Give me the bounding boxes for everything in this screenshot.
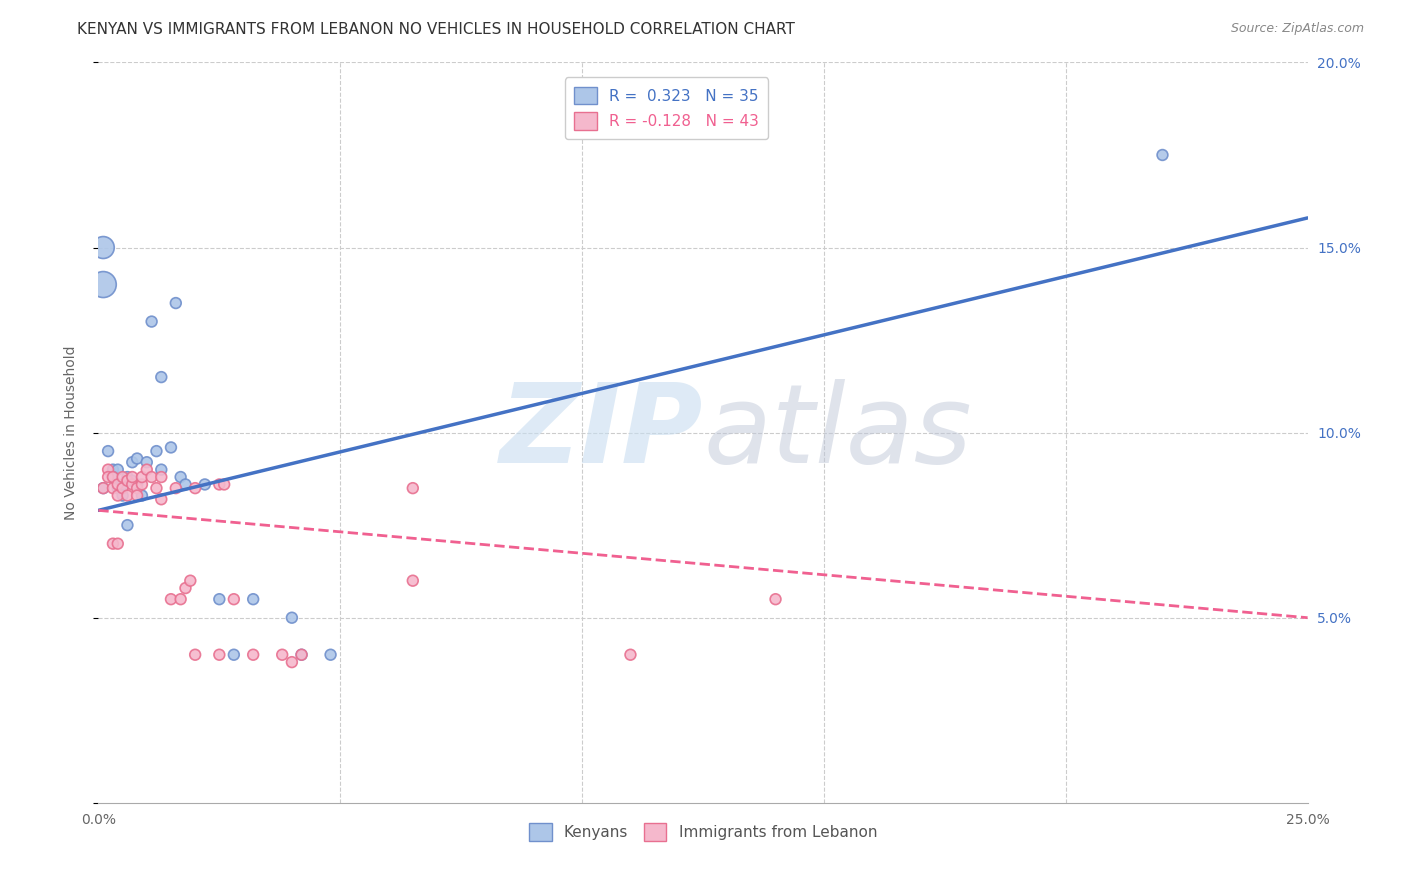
Point [101,470,124,484]
Point [91,481,114,495]
Point [131,489,153,503]
Point [101,481,124,495]
Point [91,481,114,495]
Point [222,648,245,662]
Point [281,610,304,624]
Point [107,477,129,491]
Point [184,648,207,662]
Point [765,592,787,607]
Point [111,477,134,491]
Point [127,481,149,495]
Point [150,370,173,384]
Point [107,489,129,503]
Point [208,477,231,491]
Point [271,648,294,662]
Point [107,462,129,476]
Point [127,451,149,466]
Point [174,581,197,595]
Point [141,314,163,328]
Point [169,592,191,607]
Point [290,648,312,662]
Point [111,489,134,503]
Point [121,477,143,491]
Point [117,474,139,488]
Text: atlas: atlas [703,379,972,486]
Point [127,477,149,491]
Point [135,462,157,476]
Point [174,477,197,491]
Y-axis label: No Vehicles in Household: No Vehicles in Household [63,345,77,520]
Point [117,518,139,533]
Point [160,592,183,607]
Point [135,455,157,469]
Point [101,470,124,484]
Point [97,444,120,458]
Point [121,455,143,469]
Point [117,470,139,484]
Point [150,492,173,507]
Text: ZIP: ZIP [499,379,703,486]
Point [91,240,114,255]
Point [107,481,129,495]
Point [619,648,641,662]
Point [194,477,217,491]
Point [402,574,425,588]
Point [169,470,191,484]
Point [242,648,264,662]
Legend: Kenyans, Immigrants from Lebanon: Kenyans, Immigrants from Lebanon [523,817,883,847]
Point [165,296,187,310]
Point [281,655,304,669]
Point [141,470,163,484]
Point [165,481,187,495]
Point [101,536,124,550]
Point [150,462,173,476]
Point [121,470,143,484]
Point [91,277,114,292]
Point [107,536,129,550]
Point [222,592,245,607]
Point [101,462,124,476]
Point [97,462,120,476]
Point [131,470,153,484]
Point [127,489,149,503]
Point [97,470,120,484]
Point [131,477,153,491]
Text: KENYAN VS IMMIGRANTS FROM LEBANON NO VEHICLES IN HOUSEHOLD CORRELATION CHART: KENYAN VS IMMIGRANTS FROM LEBANON NO VEH… [77,22,796,37]
Point [290,648,312,662]
Point [208,592,231,607]
Text: Source: ZipAtlas.com: Source: ZipAtlas.com [1230,22,1364,36]
Point [319,648,342,662]
Point [184,481,207,495]
Point [402,481,425,495]
Point [117,489,139,503]
Point [179,574,201,588]
Point [160,441,183,455]
Point [1152,148,1174,162]
Point [208,648,231,662]
Point [145,481,167,495]
Point [212,477,235,491]
Point [145,444,167,458]
Point [101,470,124,484]
Point [111,470,134,484]
Point [111,481,134,495]
Point [242,592,264,607]
Point [150,470,173,484]
Point [121,474,143,488]
